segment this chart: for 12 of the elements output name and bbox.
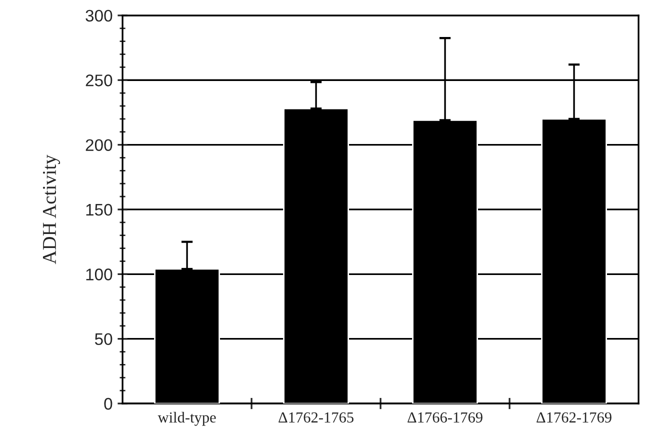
x-tick-label: Δ1766-1769 bbox=[408, 412, 482, 423]
y-tick-label: 200 bbox=[86, 139, 112, 151]
y-tick-label: 100 bbox=[86, 268, 112, 280]
y-tick-label: 250 bbox=[86, 74, 112, 86]
y-tick-label: 300 bbox=[86, 10, 112, 22]
y-tick-label: 150 bbox=[86, 204, 112, 216]
x-tick-label: wild-type bbox=[158, 412, 216, 426]
x-tick-label: Δ1762-1769 bbox=[536, 412, 612, 423]
y-axis-title: ADH Activity bbox=[42, 154, 60, 264]
y-tick-label: 0 bbox=[104, 398, 112, 410]
y-tick-label: 50 bbox=[94, 333, 112, 346]
x-tick-label: Δ1762-1765 bbox=[278, 412, 354, 423]
